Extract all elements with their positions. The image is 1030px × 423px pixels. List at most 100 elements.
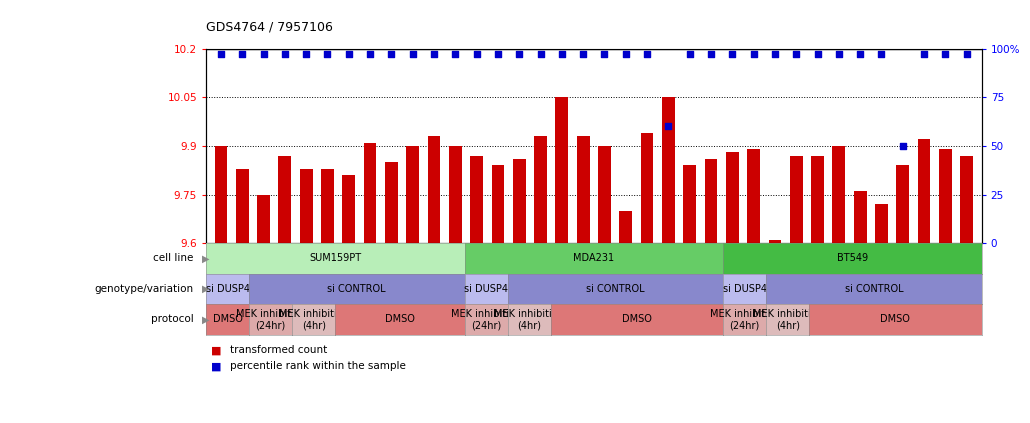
Bar (683, 165, 696, 243)
Point (830, 51, 847, 58)
Bar (427, 136, 441, 243)
Bar (278, 156, 291, 243)
Point (255, 51, 272, 58)
Text: si CONTROL: si CONTROL (586, 284, 645, 294)
Point (894, 143, 911, 149)
Text: DMSO: DMSO (622, 314, 652, 324)
Point (788, 51, 804, 58)
Bar (513, 159, 525, 243)
Bar (662, 97, 675, 243)
Text: DMSO: DMSO (881, 314, 911, 324)
Bar (705, 159, 717, 243)
Bar (876, 204, 888, 243)
Text: MEK inhibition
(4hr): MEK inhibition (4hr) (494, 308, 564, 330)
Bar (471, 156, 483, 243)
Text: ▶: ▶ (202, 314, 209, 324)
Point (596, 51, 613, 58)
Bar (577, 136, 589, 243)
Point (447, 51, 464, 58)
Point (724, 51, 741, 58)
Text: MEK inhibition
(4hr): MEK inhibition (4hr) (753, 308, 823, 330)
Bar (406, 146, 419, 243)
Bar (854, 191, 866, 243)
Bar (321, 169, 334, 243)
Point (405, 51, 421, 58)
Text: protocol: protocol (150, 314, 194, 324)
Bar (619, 211, 632, 243)
Bar (214, 146, 228, 243)
Point (937, 51, 954, 58)
Point (702, 51, 719, 58)
Point (852, 51, 868, 58)
Bar (555, 97, 569, 243)
Bar (342, 175, 355, 243)
Point (959, 51, 975, 58)
Bar (258, 195, 270, 243)
Point (660, 123, 677, 130)
Bar (449, 146, 461, 243)
Text: MDA231: MDA231 (574, 253, 614, 264)
Bar (535, 136, 547, 243)
Point (916, 51, 932, 58)
Bar (726, 152, 739, 243)
Point (682, 51, 698, 58)
Point (277, 51, 294, 58)
Point (489, 51, 506, 58)
Point (639, 51, 655, 58)
Point (341, 51, 357, 58)
Point (362, 51, 378, 58)
Point (234, 51, 250, 58)
Text: genotype/variation: genotype/variation (95, 284, 194, 294)
Bar (641, 133, 653, 243)
Bar (790, 156, 802, 243)
Text: si DUSP4: si DUSP4 (465, 284, 508, 294)
Bar (364, 143, 376, 243)
Text: percentile rank within the sample: percentile rank within the sample (230, 361, 406, 371)
Bar (960, 156, 973, 243)
Bar (598, 146, 611, 243)
Text: si DUSP4: si DUSP4 (206, 284, 249, 294)
Point (873, 51, 890, 58)
Text: si CONTROL: si CONTROL (845, 284, 903, 294)
Point (618, 51, 634, 58)
Point (383, 51, 400, 58)
Text: MEK inhibition
(24hr): MEK inhibition (24hr) (236, 308, 306, 330)
Text: MEK inhibition
(24hr): MEK inhibition (24hr) (451, 308, 521, 330)
Text: BT549: BT549 (836, 253, 868, 264)
Point (575, 51, 591, 58)
Point (511, 51, 527, 58)
Text: cell line: cell line (153, 253, 194, 264)
Text: MEK inhibition
(4hr): MEK inhibition (4hr) (279, 308, 349, 330)
Point (298, 51, 314, 58)
Bar (768, 240, 782, 243)
Text: ■: ■ (211, 361, 221, 371)
Point (766, 51, 783, 58)
Text: DMSO: DMSO (212, 314, 242, 324)
Bar (896, 165, 909, 243)
Text: SUM159PT: SUM159PT (309, 253, 362, 264)
Bar (747, 149, 760, 243)
Text: transformed count: transformed count (230, 345, 327, 355)
Point (810, 51, 826, 58)
Text: si DUSP4: si DUSP4 (723, 284, 766, 294)
Bar (939, 149, 952, 243)
Text: ■: ■ (211, 345, 221, 355)
Bar (918, 140, 930, 243)
Bar (491, 165, 505, 243)
Point (319, 51, 336, 58)
Point (746, 51, 762, 58)
Text: DMSO: DMSO (385, 314, 415, 324)
Point (212, 51, 229, 58)
Point (553, 51, 570, 58)
Bar (236, 169, 248, 243)
Point (425, 51, 442, 58)
Text: GDS4764 / 7957106: GDS4764 / 7957106 (206, 21, 333, 34)
Text: ▶: ▶ (202, 253, 209, 264)
Point (469, 51, 485, 58)
Text: si CONTROL: si CONTROL (328, 284, 386, 294)
Bar (812, 156, 824, 243)
Point (533, 51, 549, 58)
Text: ▶: ▶ (202, 284, 209, 294)
Bar (300, 169, 312, 243)
Bar (385, 162, 398, 243)
